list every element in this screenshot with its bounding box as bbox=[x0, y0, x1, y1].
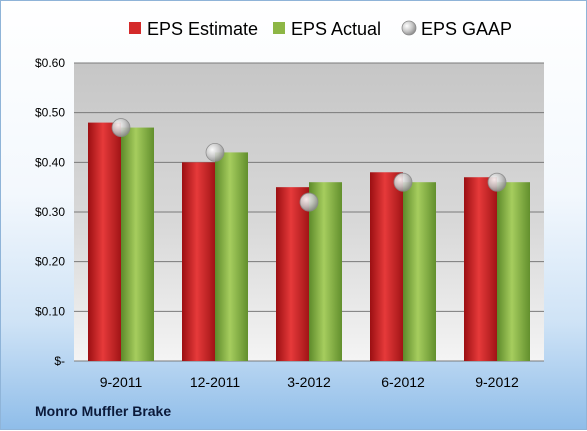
legend: EPS Estimate EPS Actual EPS GAAP bbox=[129, 19, 512, 39]
y-tick-label: $- bbox=[54, 354, 65, 368]
y-tick-label: $0.40 bbox=[35, 155, 65, 169]
y-tick-label: $0.30 bbox=[35, 205, 65, 219]
x-axis-ticks: 9-2011 12-2011 3-2012 6-2012 9-2012 bbox=[100, 374, 519, 390]
eps-actual-bar bbox=[403, 182, 436, 361]
legend-gaap-label: EPS GAAP bbox=[421, 19, 512, 39]
eps-gaap-point bbox=[487, 172, 507, 192]
x-tick-label: 3-2012 bbox=[287, 374, 331, 390]
eps-estimate-bar bbox=[370, 172, 403, 361]
gaap-points bbox=[111, 118, 507, 212]
legend-actual-swatch bbox=[273, 22, 285, 34]
x-tick-label: 12-2011 bbox=[190, 374, 241, 390]
eps-actual-bar bbox=[309, 182, 342, 361]
eps-gaap-point bbox=[299, 192, 319, 212]
legend-estimate-label: EPS Estimate bbox=[147, 19, 258, 39]
y-tick-label: $0.50 bbox=[35, 106, 65, 120]
x-tick-label: 6-2012 bbox=[381, 374, 425, 390]
y-tick-label: $0.60 bbox=[35, 56, 65, 70]
eps-estimate-bar bbox=[464, 177, 497, 361]
y-tick-label: $0.10 bbox=[35, 304, 65, 318]
eps-estimate-bar bbox=[182, 162, 215, 361]
eps-actual-bar bbox=[497, 182, 530, 361]
legend-gaap-swatch bbox=[401, 20, 417, 36]
eps-gaap-point bbox=[111, 118, 131, 137]
eps-gaap-point bbox=[205, 142, 225, 162]
company-label: Monro Muffler Brake bbox=[35, 403, 172, 419]
y-axis-ticks: $- $0.10 $0.20 $0.30 $0.40 $0.50 $0.60 bbox=[35, 56, 65, 368]
eps-actual-bar bbox=[215, 152, 248, 361]
x-tick-label: 9-2011 bbox=[100, 374, 143, 390]
y-tick-label: $0.20 bbox=[35, 255, 65, 269]
eps-gaap-point bbox=[393, 172, 413, 192]
bars bbox=[88, 122, 530, 361]
x-tick-label: 9-2012 bbox=[475, 374, 519, 390]
eps-estimate-bar bbox=[88, 122, 121, 361]
legend-estimate-swatch bbox=[129, 22, 141, 34]
eps-estimate-bar bbox=[276, 187, 309, 361]
legend-actual-label: EPS Actual bbox=[291, 19, 381, 39]
eps-actual-bar bbox=[121, 127, 154, 361]
